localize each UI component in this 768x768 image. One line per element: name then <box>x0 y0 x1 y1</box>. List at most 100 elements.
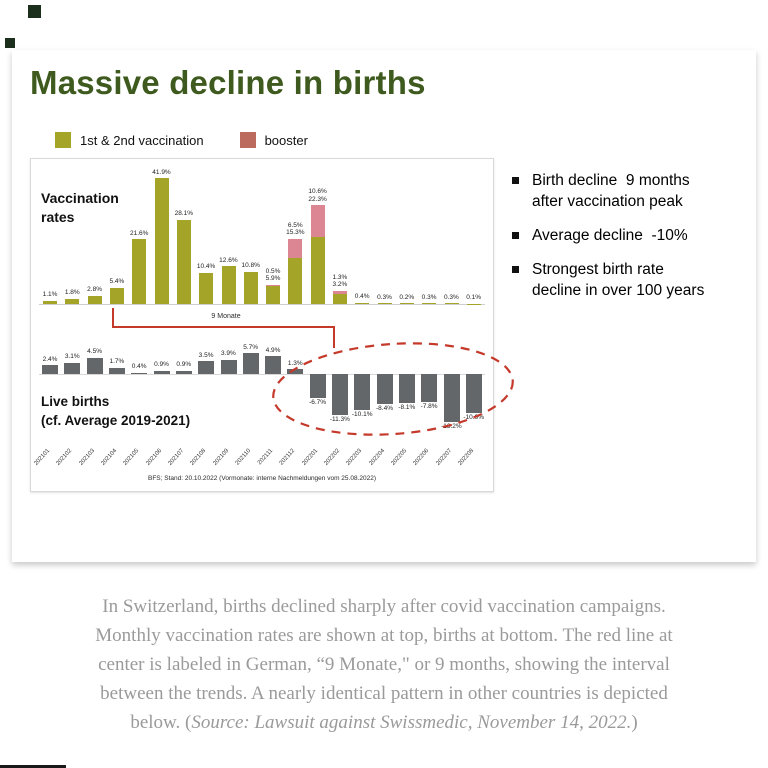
births-baseline <box>39 374 485 375</box>
bar-value-label: 0.1% <box>466 294 482 302</box>
legend-label: booster <box>264 132 308 148</box>
bar-value-label: 0.5% 5.9% <box>265 267 281 283</box>
caption-source: Source: Lawsuit against Swissmedic, Nove… <box>191 712 632 733</box>
birth-bar <box>64 362 81 374</box>
caption-line: Monthly vaccination rates are shown at t… <box>95 625 673 646</box>
key-point-text: Average decline -10% <box>532 227 688 244</box>
birth-bar-slot: 3.1% <box>61 304 83 434</box>
bar-value-label: 41.9% <box>152 168 171 176</box>
bullet-square-icon <box>512 266 519 273</box>
vacc-bar-slot: 12.6% <box>217 159 239 304</box>
vaccination-bar <box>132 239 147 304</box>
birth-bar-slot: 4.9% <box>262 304 284 434</box>
bar-value-label: 3.9% <box>220 350 236 358</box>
birth-bar <box>287 369 304 374</box>
bullet-square-icon <box>512 177 519 184</box>
bottom-edge-mark <box>0 765 66 768</box>
decorative-square-top <box>28 5 41 18</box>
legend-item: 1st & 2nd vaccination <box>55 132 204 148</box>
bar-value-label: 10.4% <box>196 263 216 271</box>
vacc-bar-slot: 28.1% <box>173 159 195 304</box>
bar-value-label: -10.9% <box>463 414 484 422</box>
vacc-bar-slot: 10.6% 22.3% <box>307 159 329 304</box>
key-point: Birth decline 9 months after vaccination … <box>512 170 747 212</box>
bar-value-label: 0.2% <box>399 293 415 301</box>
bar-value-label: 21.6% <box>129 229 149 237</box>
births-label-line1: Live births <box>41 394 110 409</box>
page-title: Massive decline in births <box>30 64 426 101</box>
birth-bar <box>42 365 59 374</box>
vaccination-bar <box>176 219 191 304</box>
bar-value-label: 6.5% 15.3% <box>286 221 305 237</box>
vacc-bar-slot: 0.2% <box>396 159 418 304</box>
birth-bar <box>198 361 215 374</box>
booster-swatch-icon <box>239 132 256 148</box>
birth-bar-slot: -10.1% <box>351 304 373 434</box>
birth-bar-slot: -7.8% <box>418 304 440 434</box>
key-points-list: Birth decline 9 months after vaccination … <box>512 170 747 314</box>
birth-bar <box>109 367 126 374</box>
vacc-bar-slot: 0.5% 5.9% <box>262 159 284 304</box>
birth-bar-slot: 2.4% <box>39 304 61 434</box>
caption-line: below. (Source: Lawsuit against Swissmed… <box>130 712 638 733</box>
vaccination-bar <box>243 271 258 304</box>
birth-bar <box>220 359 237 374</box>
birth-bar <box>376 374 393 405</box>
vaccination-bar-chart: 1.1% 1.8% 2.8% 5.4% 21.6% 41.9% 28.1% 10.4% 12.6… <box>39 159 485 305</box>
birth-bar <box>421 374 438 403</box>
births-label-line2: (cf. Average 2019-2021) <box>41 413 191 428</box>
source-note: BFS; Stand: 20.10.2022 (Vormonate: inter… <box>147 475 376 482</box>
vaccination-bar <box>154 178 169 304</box>
key-point-text: Strongest birth rate decline in over 100 … <box>532 261 705 299</box>
vaccination-bar <box>310 237 325 304</box>
bar-value-label: 0.9% <box>176 361 192 369</box>
vaccination-swatch-icon <box>55 132 71 148</box>
birth-bar-slot: 5.7% <box>240 304 262 434</box>
bar-value-label: 2.8% <box>87 286 102 294</box>
vacc-bar-slot: 0.3% <box>374 159 396 304</box>
caption: In Switzerland, births declined sharply … <box>24 592 744 737</box>
vacc-bar-slot: 0.1% <box>463 159 485 304</box>
vacc-bar-slot: 0.3% <box>440 159 462 304</box>
vaccination-bar <box>422 303 437 304</box>
vaccination-bar <box>355 302 370 304</box>
legend-item: booster <box>239 132 308 148</box>
birth-bar-slot: -6.7% <box>307 304 329 434</box>
vacc-bar-slot: 1.3% 3.2% <box>329 159 351 304</box>
birth-bar <box>86 357 103 374</box>
vacc-bar-slot: 1.1% <box>39 159 61 304</box>
birth-bar-slot: 3.5% <box>195 304 217 434</box>
vacc-bar-slot: 10.8% <box>240 159 262 304</box>
birth-bar <box>242 353 259 374</box>
vaccination-bar <box>221 266 236 304</box>
vacc-bar-slot: 10.4% <box>195 159 217 304</box>
booster-bar <box>266 284 281 287</box>
caption-line: In Switzerland, births declined sharply … <box>102 596 666 617</box>
chart-legend: 1st & 2nd vaccination booster <box>55 132 308 148</box>
birth-bar <box>332 374 349 415</box>
birth-bar <box>465 374 482 414</box>
bar-value-label: 0.4% <box>131 363 147 371</box>
bar-value-label: 12.6% <box>219 256 238 264</box>
birth-bar <box>131 372 148 374</box>
vacc-bar-slot: 41.9% <box>151 159 173 304</box>
birth-bar <box>175 370 192 374</box>
bar-value-label: 5.4% <box>109 278 125 286</box>
bar-value-label: 0.9% <box>154 361 169 369</box>
caption-line: between the trends. A nearly identical p… <box>100 683 668 704</box>
vaccination-bar <box>65 298 80 304</box>
decorative-square-left <box>5 38 15 48</box>
birth-bar <box>398 374 415 404</box>
vaccination-bar <box>444 303 459 304</box>
birth-bar <box>309 374 326 399</box>
birth-bar <box>153 370 170 374</box>
bar-value-label: 10.6% 22.3% <box>308 188 327 203</box>
vaccination-bar <box>399 303 414 304</box>
birth-bar-slot: 0.4% <box>128 304 150 434</box>
booster-bar <box>310 205 325 238</box>
birth-bar-slot: -10.9% <box>463 304 485 434</box>
booster-bar <box>333 290 348 295</box>
bullet-square-icon <box>512 232 519 239</box>
key-point: Average decline -10% <box>512 225 747 246</box>
